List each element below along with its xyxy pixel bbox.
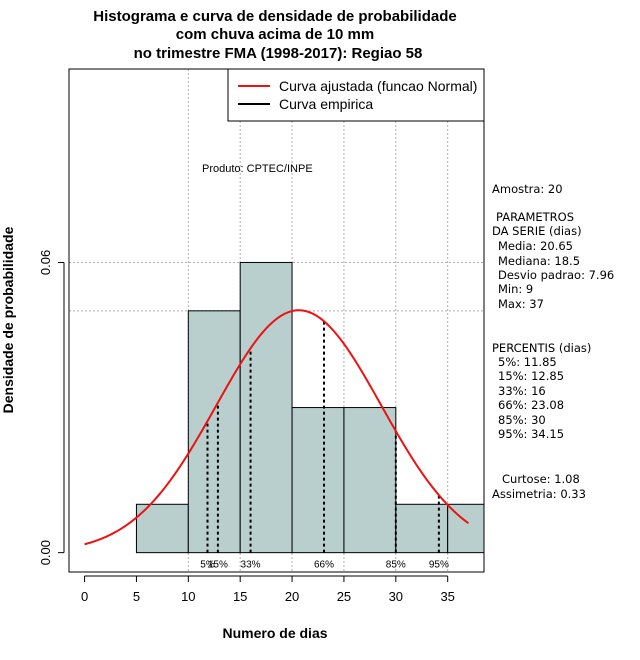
- stat-assimetria: Assimetria: 0.33: [492, 487, 586, 501]
- x-tick-label-3: 15: [233, 589, 247, 604]
- x-tick-label-6: 30: [389, 589, 403, 604]
- percentile-label-1: 15%: [208, 560, 228, 571]
- x-tick-label-4: 20: [285, 589, 299, 604]
- stat-p95: 95%: 34.15: [498, 427, 565, 441]
- histogram-bar-5: [395, 503, 449, 554]
- stat-p66: 66%: 23.08: [498, 398, 565, 412]
- x-axis: 0 5 10 15 20 25 30 35: [81, 575, 455, 604]
- histogram-bar-2: [239, 261, 293, 554]
- histogram-bar-0: [135, 503, 189, 554]
- histogram-bar-3: [291, 407, 345, 554]
- stat-desvio: Desvio padrao: 7.96: [498, 268, 615, 282]
- legend: Curva ajustada (funcao Normal) Curva emp…: [227, 68, 485, 122]
- stat-p15: 15%: 12.85: [498, 369, 565, 383]
- percentile-label-3: 66%: [314, 560, 334, 571]
- normal-fit-curve: [84, 309, 470, 546]
- y-tick-label-1: 0.06: [38, 250, 53, 275]
- percentile-label-2: 33%: [241, 560, 261, 571]
- y-tick-label-0: 0.00: [38, 540, 53, 565]
- x-tick-label-0: 0: [81, 589, 88, 604]
- stat-p5: 5%: 11.85: [498, 355, 557, 369]
- histogram-bar-4: [343, 407, 397, 554]
- stat-param-header-2: DA SERIE (dias): [492, 224, 582, 238]
- percentile-label-0: 5%: [200, 560, 215, 571]
- stat-p33: 33%: 16: [498, 384, 546, 398]
- stat-min: Min: 9: [498, 282, 534, 296]
- stat-amostra: Amostra: 20: [492, 182, 563, 196]
- stat-mediana: Mediana: 18.5: [498, 254, 581, 268]
- x-tick-label-1: 5: [133, 589, 140, 604]
- product-label: Produto: CPTEC/INPE: [202, 163, 313, 175]
- x-tick-label-7: 35: [440, 589, 454, 604]
- percentile-labels: 5%15% 33% 66% 85% 95%: [200, 560, 449, 571]
- percentile-lines: [206, 321, 440, 553]
- x-axis-title: Numero de dias: [222, 625, 327, 641]
- stat-curtose: Curtose: 1.08: [502, 472, 580, 486]
- chart-title-line-3: no trimestre FMA (1998-2017): Regiao 58: [134, 45, 423, 62]
- y-axis: 0.00 0.06: [38, 250, 65, 565]
- legend-normal-label: Curva ajustada (funcao Normal): [279, 78, 477, 94]
- percentile-label-5: 95%: [429, 560, 449, 571]
- x-tick-label-2: 10: [181, 589, 195, 604]
- x-tick-label-5: 25: [337, 589, 351, 604]
- percentile-label-4: 85%: [386, 560, 406, 571]
- stat-max: Max: 37: [498, 297, 544, 311]
- legend-empirical-label: Curva empirica: [279, 96, 373, 112]
- stat-p85: 85%: 30: [498, 413, 546, 427]
- stat-media: Media: 20.65: [498, 239, 573, 253]
- chart-title-line-2: com chuva acima de 10 mm: [176, 26, 374, 43]
- stat-perc-header: PERCENTIS (dias): [492, 341, 592, 355]
- chart-title-line-1: Histograma e curva de densidade de proba…: [93, 8, 456, 25]
- histogram-bar-6: [447, 503, 485, 554]
- legend-box: [227, 68, 485, 122]
- histogram-bar-1: [187, 310, 241, 554]
- y-axis-title: Densidade de probabilidade: [0, 226, 16, 413]
- stat-param-header-1: PARAMETROS: [496, 210, 575, 224]
